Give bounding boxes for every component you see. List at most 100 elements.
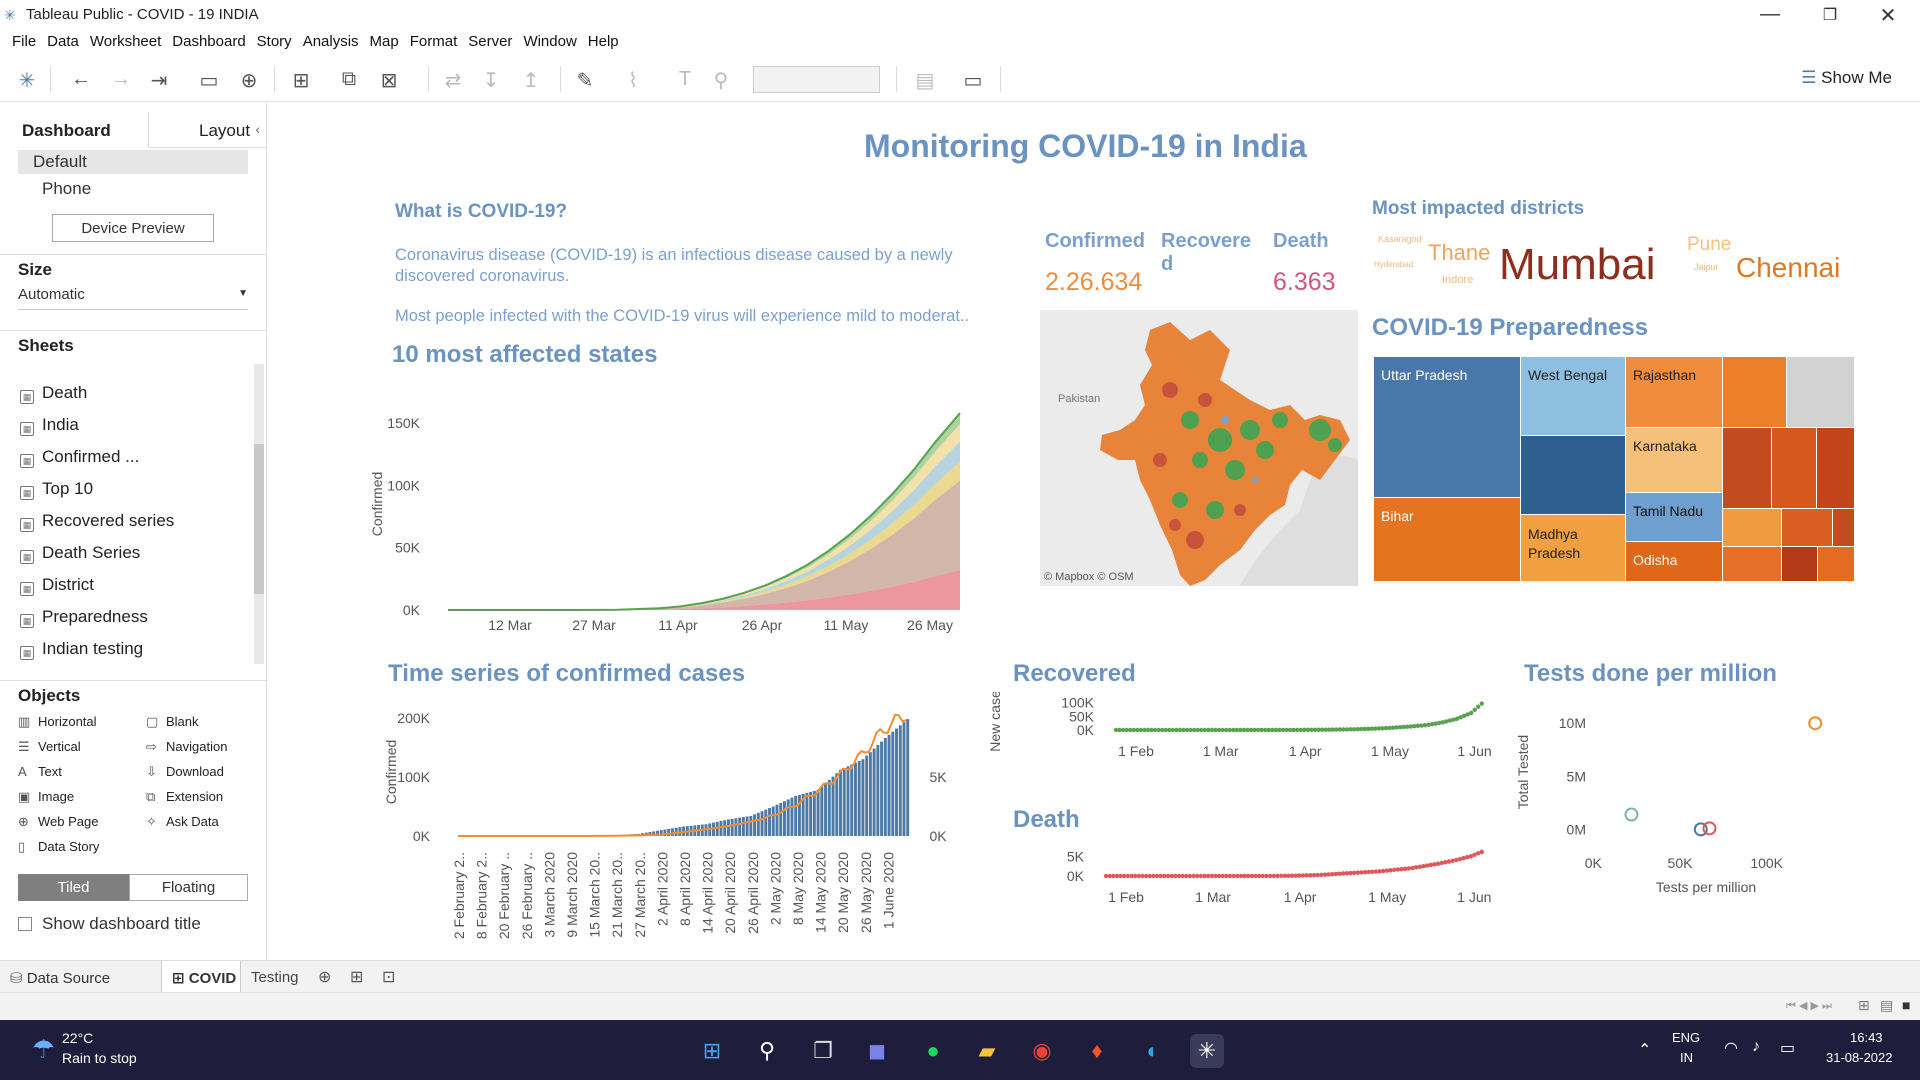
floating-toggle[interactable]: Floating — [129, 874, 248, 901]
treemap-cell[interactable] — [1723, 357, 1786, 427]
new-dashboard-icon[interactable]: ⊞ — [350, 969, 364, 986]
clock-time[interactable]: 16:43 — [1850, 1030, 1883, 1045]
sheet-navigation-icon[interactable]: ⏮ ◀ ▶ ⏭ — [1786, 1000, 1832, 1012]
device-default[interactable]: Default — [18, 150, 248, 174]
sheet-item[interactable]: ▦ Indian testing — [20, 639, 143, 660]
treemap-cell-bihar[interactable]: Bihar — [1374, 498, 1520, 581]
object-download[interactable]: ⇩ Download — [146, 764, 224, 780]
data-source-tab[interactable]: ⛁ Data Source — [10, 969, 110, 987]
menu-item-data[interactable]: Data — [47, 33, 79, 50]
menu-item-help[interactable]: Help — [587, 33, 619, 50]
label-icon[interactable]: T — [678, 68, 692, 90]
sort-ascending-icon[interactable]: ↧ — [482, 70, 500, 92]
show-cards-icon[interactable]: ▤ — [915, 70, 935, 92]
group-icon[interactable]: ⌇ — [628, 70, 638, 92]
sheet-item[interactable]: ▦ Death Series — [20, 543, 140, 564]
sheet-item[interactable]: ▦ Death — [20, 383, 87, 404]
menu-item-window[interactable]: Window — [523, 33, 577, 50]
object-navigation[interactable]: ⇨ Navigation — [146, 739, 227, 755]
replay-icon[interactable]: ⇥ — [150, 70, 168, 92]
treemap-cell[interactable] — [1772, 428, 1816, 508]
show-me-button[interactable]: ☰ Show Me — [1801, 68, 1892, 88]
object-blank[interactable]: ▢ Blank — [146, 714, 199, 730]
file-explorer-icon[interactable]: ▰ — [978, 1038, 996, 1063]
treemap-cell[interactable] — [1787, 357, 1854, 427]
treemap-cell[interactable] — [1723, 509, 1781, 546]
swap-icon[interactable]: ⇄ — [444, 70, 462, 92]
sheet-item[interactable]: ▦ Recovered series — [20, 511, 174, 532]
menu-item-server[interactable]: Server — [468, 33, 513, 50]
menu-item-analysis[interactable]: Analysis — [302, 33, 359, 50]
battery-icon[interactable]: ▭ — [1780, 1040, 1796, 1057]
new-story-icon[interactable]: ⊡ — [382, 969, 396, 986]
new-sheet-icon[interactable]: ⊕ — [318, 969, 332, 986]
teams-icon[interactable]: ◼ — [867, 1038, 887, 1063]
menu-item-worksheet[interactable]: Worksheet — [89, 33, 162, 50]
tableau-taskbar-icon[interactable]: ✳ — [1190, 1034, 1224, 1068]
lang-secondary[interactable]: IN — [1680, 1050, 1693, 1065]
device-phone[interactable]: Phone — [42, 179, 92, 198]
task-view-icon[interactable]: ❐ — [813, 1038, 833, 1063]
highlight-icon[interactable]: ✎ — [576, 70, 594, 92]
lang-primary[interactable]: ENG — [1672, 1030, 1701, 1045]
object-data-story[interactable]: ▯ Data Story — [18, 839, 99, 855]
tableau-logo-icon[interactable]: ✳ — [18, 70, 36, 92]
treemap-cell[interactable] — [1782, 509, 1832, 546]
object-image[interactable]: ▣ Image — [18, 789, 74, 805]
sheet-item[interactable]: ▦ Preparedness — [20, 607, 148, 628]
death-chart[interactable]: 0K 5K 1 Feb 1 Mar 1 Apr 1 May 1 Jun — [978, 842, 1498, 942]
restore-icon[interactable]: ❐ — [1822, 7, 1838, 24]
treemap-cell[interactable] — [1723, 428, 1771, 508]
new-data-source-icon[interactable]: ⊕ — [240, 70, 258, 92]
treemap-cell-west-bengal[interactable]: West Bengal — [1521, 357, 1625, 435]
object-horizontal[interactable]: ▥ Horizontal — [18, 714, 97, 730]
object-ask-data[interactable]: ✧ Ask Data — [146, 814, 219, 830]
sheet-sorter-icon[interactable]: ▤ — [1880, 997, 1894, 1013]
tests-scatter-chart[interactable]: 0M 5M 10M 0K 50K 100K Total Tested Tests per mi… — [1518, 692, 1848, 932]
tiled-toggle[interactable]: Tiled — [18, 874, 129, 901]
tab-layout[interactable]: Layout ‹ — [148, 112, 266, 148]
menu-item-format[interactable]: Format — [409, 33, 458, 50]
object-text[interactable]: A Text — [18, 764, 62, 779]
tab-dashboard[interactable]: Dashboard — [22, 121, 111, 140]
india-map[interactable]: Pakistan © Mapbox © OSM — [1040, 310, 1358, 586]
treemap-cell-tamil-nadu[interactable]: Tamil Nadu — [1626, 493, 1722, 541]
chrome-icon[interactable]: ◉ — [1032, 1038, 1052, 1063]
object-vertical[interactable]: ☰ Vertical — [18, 739, 81, 755]
wifi-icon[interactable]: ◠ — [1724, 1040, 1738, 1057]
filmstrip-view-icon[interactable]: ⊞ — [1858, 997, 1870, 1013]
tray-chevron-icon[interactable]: ⌃ — [1638, 1042, 1652, 1059]
treemap-cell-blue[interactable] — [1521, 436, 1625, 514]
windows-start-icon[interactable]: ⊞ — [702, 1038, 722, 1063]
collapse-icon[interactable]: ‹ — [255, 121, 260, 137]
object-extension[interactable]: ⧉ Extension — [146, 789, 223, 805]
duplicate-icon[interactable]: ⧉ — [341, 68, 357, 90]
treemap-cell[interactable] — [1723, 547, 1781, 581]
clear-sheet-icon[interactable]: ⊠ — [380, 70, 398, 92]
sort-descending-icon[interactable]: ↥ — [522, 70, 540, 92]
menu-item-dashboard[interactable]: Dashboard — [172, 33, 246, 50]
size-dropdown[interactable]: Automatic ▼ — [18, 286, 248, 310]
presentation-mode-icon[interactable]: ▭ — [963, 70, 983, 92]
spotify-icon[interactable]: ● — [926, 1038, 940, 1063]
tab-testing[interactable]: Testing — [251, 969, 299, 986]
device-preview-button[interactable]: Device Preview — [52, 214, 214, 242]
edge-icon[interactable]: ◐ — [1146, 1038, 1160, 1063]
sheet-item[interactable]: ▦ District — [20, 575, 94, 596]
minimize-icon[interactable]: — — [1760, 3, 1780, 25]
object-web-page[interactable]: ⊕ Web Page — [18, 814, 98, 830]
treemap-cell-madhya-pradesh[interactable]: Madhya Pradesh — [1521, 515, 1625, 581]
clock-date[interactable]: 31-08-2022 — [1826, 1050, 1893, 1065]
preparedness-treemap[interactable]: Uttar Pradesh Bihar West Bengal Madhya P… — [1374, 357, 1854, 581]
timeseries-chart[interactable]: 0K 100K 200K 0K 5K Confirmed 2 February 2.. 8 F… — [378, 692, 1018, 962]
treemap-cell-uttar-pradesh[interactable]: Uttar Pradesh — [1374, 357, 1520, 497]
redo-icon[interactable]: → — [111, 68, 131, 90]
treemap-cell-rajasthan[interactable]: Rajasthan — [1626, 357, 1722, 427]
tabs-view-icon[interactable]: ■ — [1902, 997, 1911, 1013]
treemap-cell[interactable] — [1818, 547, 1854, 581]
pin-icon[interactable]: ⚲ — [713, 70, 729, 92]
search-icon[interactable]: ⚲ — [758, 1038, 776, 1063]
weather-desc[interactable]: Rain to stop — [62, 1050, 137, 1066]
sheet-item[interactable]: ▦ Top 10 — [20, 479, 93, 500]
